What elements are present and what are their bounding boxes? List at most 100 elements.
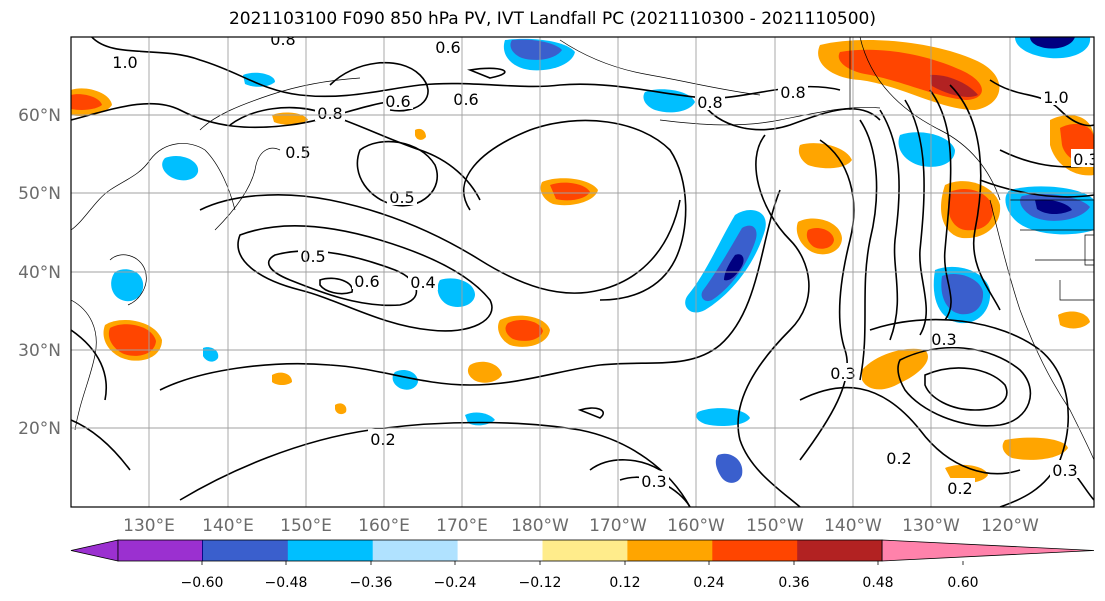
pv-contour [199,194,681,294]
latitude-labels: 60°N 50°N 40°N 30°N 20°N [18,106,61,439]
colorbar-tick-label: −0.48 [265,575,308,591]
colorbar-segment [287,540,374,561]
colorbar-tick-labels: −0.60 −0.48 −0.36 −0.24 −0.12 0.12 0.24 0.36 0.4… [181,561,979,591]
coastline [559,39,761,96]
pv-contours [71,37,1094,507]
colorbar-tick-label: 0.12 [609,575,640,591]
coastlines [71,37,1094,461]
contour-label: 1.0 [1043,88,1068,107]
pv-contour [467,67,506,79]
lon-label: 170°W [589,516,647,536]
lon-label: 140°W [824,516,882,536]
cold-anomaly [437,278,475,307]
cold-anomaly [696,408,750,426]
warm-anomaly [1002,437,1068,460]
map-area: 0.8 0.6 1.0 0.8 0.6 0.8 0.6 0.8 0.5 0.5 0.5 0.6 0.4 0… [71,30,1094,507]
contour-label-bg [298,246,328,264]
contour-label-bg [451,89,481,107]
contour-label: 0.5 [389,188,414,207]
contour-label: 0.3 [931,330,956,349]
colorbar-segment [372,540,459,561]
cold-anomaly [724,254,744,281]
contour-label-bg [315,103,345,121]
pv-contour [237,225,493,332]
coastline [1059,280,1094,301]
lon-label: 180°W [511,516,569,536]
contour-label: 0.3 [830,364,855,383]
pv-contour [879,109,900,341]
cold-anomaly [1035,199,1072,215]
lat-label: 60°N [18,106,61,126]
pv-contour [329,61,429,112]
lon-label: 130°E [123,516,175,536]
contour-label-bg [1071,149,1094,167]
contour-label: 0.5 [300,247,325,266]
map-title: 2021103100 F090 850 hPa PV, IVT Landfall… [228,9,876,29]
pv-contour [71,419,131,471]
lat-label: 20°N [18,419,61,439]
warm-anomaly [505,319,543,341]
pv-contour [989,79,1094,127]
contour-labels: 0.8 0.6 1.0 0.8 0.6 0.8 0.6 0.8 0.5 0.5 0.5 0.6 0.4 0… [110,30,1094,498]
coastline [659,106,881,126]
colorbar-segment [202,540,289,561]
contour-label: 0.3 [1052,461,1077,480]
colorbar-segment [712,540,798,561]
contour-label: 0.2 [886,449,911,468]
coastline [214,147,281,231]
pv-contour [589,459,661,471]
colorbar-segment [627,540,713,561]
lon-label: 140°E [202,516,254,536]
pv-contour [463,119,687,301]
warm-anomaly [806,228,834,249]
warm-anomaly [1058,311,1090,329]
pv-contour [159,189,781,391]
coastline [859,37,1001,201]
pv-contour [979,179,1094,198]
contour-label-bg [283,142,313,160]
map-frame [70,36,1095,508]
contour-label: 0.8 [780,83,805,102]
coastline [1010,199,1094,261]
warm-anomaly [550,182,590,201]
lon-label: 130°W [902,516,960,536]
cold-anomaly [162,155,199,181]
colorbar [70,539,1095,562]
contour-label: 0.8 [697,93,722,112]
lat-label: 50°N [18,184,61,204]
contour-label: 0.6 [453,90,478,109]
cold-anomaly [392,370,418,390]
pv-contour [267,250,418,307]
pv-contour [179,421,691,507]
shading-layer [71,37,1094,483]
contour-label: 0.8 [317,104,342,123]
colorbar-tick-label: 0.24 [693,575,724,591]
coastline [109,254,147,306]
colorbar-segment [118,540,202,561]
lon-label: 120°W [981,516,1039,536]
colorbar-tick-label: 0.36 [778,575,809,591]
cold-anomaly [715,453,743,483]
cold-anomaly [510,39,562,60]
warm-anomaly [947,189,994,231]
contour-label-bg [945,478,975,496]
contour-label: 0.8 [270,30,295,49]
cold-anomaly [203,347,219,362]
warm-anomaly [335,403,347,415]
colorbar-outline [117,539,883,562]
contour-label-bg [1050,460,1080,478]
lat-label: 40°N [18,263,61,283]
pv-contour [929,89,952,321]
coastline [1084,234,1094,266]
pv-contour [699,99,881,131]
colorbar-tick-label: −0.36 [350,575,393,591]
lon-label: 150°E [280,516,332,536]
contour-label: 0.6 [354,272,379,291]
contour-label: 1.0 [112,53,137,72]
lon-label: 150°W [746,516,804,536]
contour-label: 0.4 [410,273,435,292]
warm-anomaly [415,128,426,140]
coastline [199,77,361,131]
cold-anomaly [1030,37,1075,49]
